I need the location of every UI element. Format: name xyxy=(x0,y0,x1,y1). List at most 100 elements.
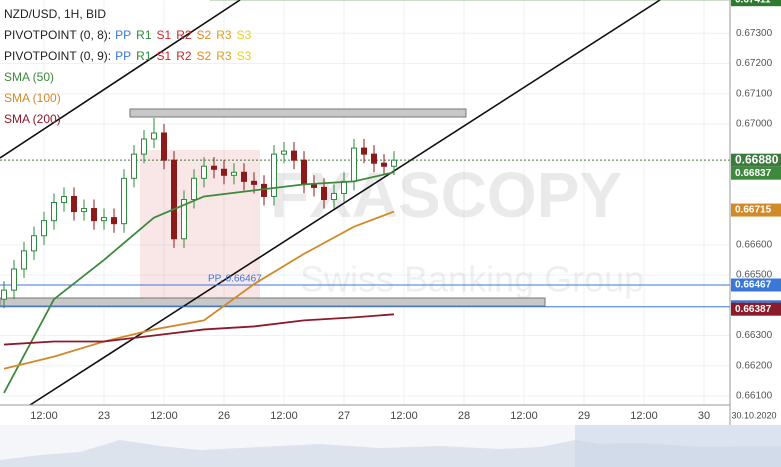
candle-body xyxy=(81,208,87,213)
y-tick-label: 0.67100 xyxy=(736,88,773,99)
candle-body xyxy=(171,159,177,240)
candle-body xyxy=(241,171,247,182)
y-tick-label: 0.67200 xyxy=(736,58,773,69)
candle-body xyxy=(11,268,17,291)
candle-body xyxy=(361,147,367,155)
legend-entry: SMA (50) xyxy=(4,70,54,84)
sma-line xyxy=(3,313,395,346)
price-badge-label: 0.66837 xyxy=(735,168,772,179)
legend-entry: SMA (200) xyxy=(4,112,61,126)
legend-title: NZD/USD, 1H, BID xyxy=(4,7,106,21)
pivot-level: S1 xyxy=(157,28,172,42)
watermark-logo xyxy=(140,150,260,300)
x-tick-label: 26 xyxy=(218,410,230,422)
candle-body xyxy=(251,180,257,185)
watermark-text: FXASCOPY xyxy=(270,159,622,231)
candle-body xyxy=(91,208,97,222)
candle-body xyxy=(261,183,267,197)
price-badge xyxy=(731,302,781,316)
watermark: FXASCOPY Swiss Banking Group xyxy=(140,150,644,300)
pivot-level: R1 xyxy=(136,28,152,42)
trend-line xyxy=(0,0,241,159)
candle-body xyxy=(301,159,307,185)
candle-body xyxy=(271,153,277,197)
y-tick-label: 0.67300 xyxy=(736,28,773,39)
pivot-level: R2 xyxy=(176,28,192,42)
x-tick-label: 23 xyxy=(98,410,110,422)
pivot-level: S2 xyxy=(197,49,212,63)
y-tick-label: 0.66600 xyxy=(736,239,773,250)
sma-line xyxy=(3,210,395,370)
legend-pivot: PIVOTPOINT (0, 8): PP R1 S1 R2 S2 R3 S3 xyxy=(4,28,252,42)
candle-body xyxy=(41,220,47,237)
y-tick-label: 0.66500 xyxy=(736,270,773,281)
x-tick-label: 29 xyxy=(578,410,590,422)
candle-body xyxy=(31,235,37,252)
x-tick-label: 12:00 xyxy=(30,410,58,422)
price-badge-label: 0.66467 xyxy=(735,280,772,291)
price-badge xyxy=(731,166,781,180)
candle-body xyxy=(201,165,207,179)
x-tick-label: 12:00 xyxy=(630,410,658,422)
price-badge-label: 0.67411 xyxy=(735,0,771,5)
candle-body xyxy=(51,202,57,222)
candle-body xyxy=(141,138,147,155)
x-tick-label: 30 xyxy=(698,410,710,422)
candle-body xyxy=(351,147,357,182)
pivot-level: R3 xyxy=(216,49,232,63)
pivot-level: R1 xyxy=(136,49,152,63)
y-tick-label: 0.66300 xyxy=(736,330,773,341)
pivot-level: S3 xyxy=(237,28,252,42)
x-tick-label: 12:00 xyxy=(150,410,178,422)
x-tick-label: 12:00 xyxy=(390,410,418,422)
pivot-level: S3 xyxy=(237,49,252,63)
price-badge-label: 0.66387 xyxy=(735,304,772,315)
candle-body xyxy=(151,132,157,140)
candle-body xyxy=(281,150,287,155)
x-tick-label: 28 xyxy=(458,410,470,422)
candle-body xyxy=(101,217,107,222)
candle-body xyxy=(231,171,237,176)
y-tick-label: 0.66100 xyxy=(736,391,773,402)
x-tick-label: 30.10.2020 xyxy=(731,410,776,420)
price-badge-label: 0.66880 xyxy=(735,152,779,166)
x-tick-label: 12:00 xyxy=(510,410,538,422)
legend-entry: SMA (100) xyxy=(4,91,61,105)
pivot-level: PP xyxy=(115,28,131,42)
price-badge xyxy=(731,0,781,7)
pivot-level: PP xyxy=(115,49,131,63)
candle-body xyxy=(71,195,77,213)
candle-body xyxy=(131,153,137,179)
candle-body xyxy=(291,150,297,161)
watermark-subtext: Swiss Banking Group xyxy=(300,259,644,300)
candle-body xyxy=(61,195,67,204)
candle-body xyxy=(321,186,327,200)
candle-body xyxy=(331,192,337,200)
y-tick-label: 0.66200 xyxy=(736,360,773,371)
candle-body xyxy=(181,198,187,240)
candle-body xyxy=(381,162,387,167)
legend-pivot: PIVOTPOINT (0, 9): PP R1 S1 R2 S2 R3 S3 xyxy=(4,49,252,63)
x-tick-label: 27 xyxy=(338,410,350,422)
price-badge xyxy=(731,203,781,217)
price-badge xyxy=(731,153,781,167)
candle-body xyxy=(161,132,167,161)
candle-body xyxy=(191,177,197,200)
pivot-name: PIVOTPOINT (0, 8): xyxy=(4,28,111,42)
pivot-level: S2 xyxy=(197,28,212,42)
candle-body xyxy=(1,289,7,300)
candle-body xyxy=(341,180,347,194)
pivot-level: R2 xyxy=(176,49,192,63)
resistance-zone xyxy=(129,108,467,118)
candle-body xyxy=(121,177,127,225)
pivot-name: PIVOTPOINT (0, 9): xyxy=(4,49,111,63)
navigator-window[interactable] xyxy=(575,425,781,467)
pivot-level: S1 xyxy=(157,49,172,63)
candle-body xyxy=(311,183,317,188)
candle-body xyxy=(221,168,227,176)
support-zone xyxy=(0,297,546,307)
price-badge xyxy=(731,278,781,292)
